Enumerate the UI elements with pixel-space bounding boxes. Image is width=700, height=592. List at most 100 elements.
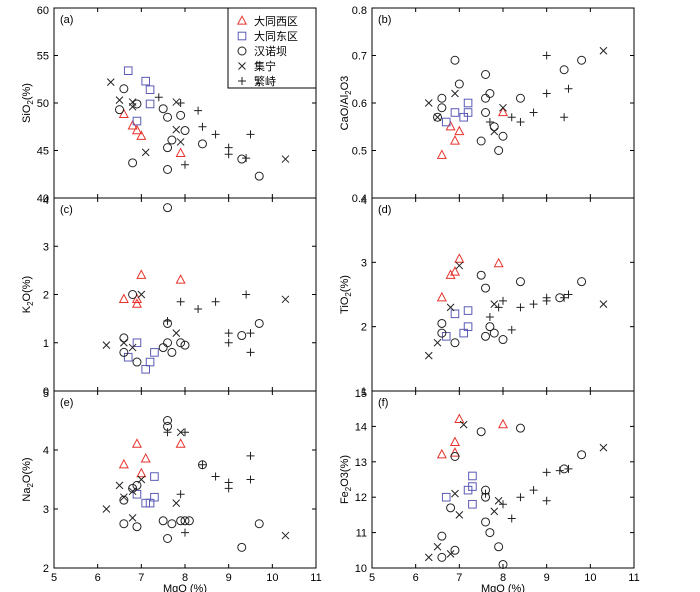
- data-point: [198, 460, 207, 469]
- y-tick-label: 45: [37, 146, 49, 158]
- data-point: [176, 138, 185, 146]
- series-x: [424, 420, 608, 562]
- series-circle: [437, 270, 587, 348]
- data-point: [194, 106, 203, 115]
- data-point: [481, 93, 491, 103]
- data-point: [137, 290, 146, 299]
- data-point: [128, 290, 138, 299]
- data-point: [494, 303, 503, 312]
- x-tick-label: 6: [413, 572, 419, 584]
- y-tick-label: 0.5: [352, 146, 367, 158]
- data-point: [542, 496, 551, 505]
- data-point: [128, 487, 137, 496]
- legend-label: 繁峙: [254, 74, 276, 88]
- y-tick-label: 55: [37, 51, 49, 63]
- data-point: [181, 528, 189, 537]
- data-point: [449, 135, 460, 145]
- data-point: [141, 364, 150, 374]
- data-point: [494, 542, 504, 552]
- data-point: [118, 293, 129, 303]
- data-point: [176, 516, 186, 526]
- y-axis-label: K2O(%): [21, 276, 35, 313]
- data-point: [145, 498, 155, 508]
- data-point: [145, 85, 155, 95]
- data-point: [281, 531, 290, 540]
- data-point: [119, 495, 129, 505]
- legend-marker-square: [237, 31, 247, 41]
- data-point: [437, 103, 447, 113]
- data-point: [246, 475, 255, 484]
- data-point: [424, 553, 433, 562]
- y-tick-label: 3: [43, 241, 49, 253]
- y-tick-label: 4: [43, 445, 49, 457]
- data-point: [476, 136, 486, 146]
- data-point: [485, 313, 494, 322]
- data-point: [463, 306, 473, 315]
- series-square: [123, 338, 159, 374]
- data-point: [163, 317, 172, 326]
- series-plus: [163, 428, 255, 537]
- data-point: [507, 325, 516, 334]
- data-point: [163, 143, 173, 153]
- data-point: [137, 475, 146, 484]
- data-point: [119, 84, 129, 94]
- x-tick-label: 10: [584, 572, 596, 584]
- data-point: [254, 519, 264, 529]
- data-point: [481, 517, 491, 527]
- x-tick-label: 5: [51, 572, 57, 584]
- series-plus: [481, 464, 573, 523]
- y-axis-label: Fe2O3(%): [339, 455, 353, 504]
- series-square: [123, 66, 155, 126]
- y-tick-label: 40: [37, 193, 49, 205]
- y-tick-label: 2: [361, 322, 367, 334]
- panel-label: (f): [378, 397, 388, 409]
- x-tick-label: 8: [182, 572, 188, 584]
- data-point: [446, 503, 456, 513]
- series-x: [424, 46, 608, 136]
- data-point: [140, 452, 151, 463]
- data-point: [136, 130, 147, 140]
- x-tick-label: 5: [369, 572, 375, 584]
- data-point: [120, 493, 128, 502]
- data-point: [459, 328, 468, 338]
- data-point: [132, 99, 142, 109]
- data-point: [176, 338, 186, 348]
- data-point: [145, 99, 155, 109]
- panel-f: 5 6 7 8 9 10 11 MgO (%) 10 11 12 13 14 15 Fe2O3(%) (f): [339, 388, 640, 592]
- data-point: [150, 492, 159, 502]
- panel-b: 0.4 0.5 0.6 0.7 0.8 CaO/Al2O3 (b): [339, 5, 635, 205]
- series-square: [441, 306, 473, 341]
- data-point: [445, 269, 456, 279]
- data-point: [436, 448, 447, 459]
- data-point: [281, 295, 290, 304]
- x-axis-label: MgO (%): [481, 583, 525, 592]
- data-point: [180, 126, 190, 136]
- data-point: [577, 55, 587, 65]
- data-point: [136, 467, 147, 478]
- data-point: [180, 340, 190, 350]
- data-point: [198, 122, 207, 131]
- data-point: [490, 127, 499, 136]
- legend-label: 汉诺坝: [254, 44, 287, 58]
- data-point: [441, 492, 451, 502]
- data-point: [599, 46, 608, 55]
- series-triangle: [118, 108, 186, 157]
- y-tick-label: 3: [361, 257, 367, 269]
- data-point: [158, 343, 168, 353]
- data-point: [542, 89, 551, 98]
- data-point: [450, 338, 460, 348]
- plot-frame: [371, 197, 635, 392]
- data-point: [424, 99, 433, 107]
- data-point: [446, 303, 455, 312]
- data-point: [454, 79, 464, 89]
- data-point: [150, 472, 159, 481]
- data-point: [489, 122, 499, 132]
- data-point: [468, 482, 477, 491]
- data-point: [224, 338, 233, 347]
- data-point: [454, 413, 465, 423]
- data-point: [128, 102, 137, 111]
- data-point: [132, 116, 142, 126]
- y-axis-label: Na2O(%): [21, 457, 35, 501]
- data-point: [437, 328, 447, 338]
